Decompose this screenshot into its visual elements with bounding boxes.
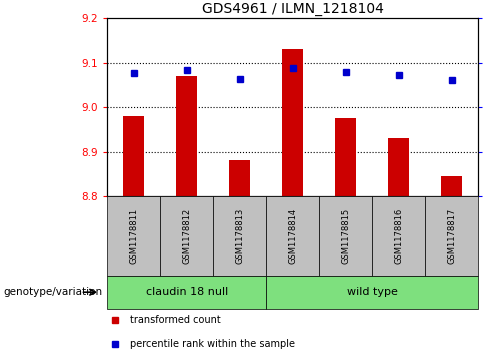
Bar: [335, 118, 356, 196]
Bar: [319, 196, 372, 276]
Text: genotype/variation: genotype/variation: [3, 287, 102, 297]
Text: claudin 18 null: claudin 18 null: [146, 287, 228, 297]
Text: transformed count: transformed count: [130, 315, 221, 325]
Bar: [282, 49, 304, 196]
Bar: [266, 276, 478, 309]
Bar: [388, 138, 409, 196]
Text: GSM1178814: GSM1178814: [288, 208, 297, 264]
Text: GSM1178813: GSM1178813: [235, 208, 244, 264]
Bar: [229, 160, 250, 196]
Text: GSM1178817: GSM1178817: [447, 208, 456, 264]
Bar: [123, 116, 144, 196]
Text: GSM1178816: GSM1178816: [394, 208, 403, 264]
Bar: [176, 76, 198, 196]
Bar: [107, 276, 266, 309]
Bar: [213, 196, 266, 276]
Text: percentile rank within the sample: percentile rank within the sample: [130, 339, 295, 349]
Text: GSM1178811: GSM1178811: [129, 208, 139, 264]
Bar: [266, 196, 319, 276]
Bar: [107, 196, 161, 276]
Bar: [425, 196, 478, 276]
Title: GDS4961 / ILMN_1218104: GDS4961 / ILMN_1218104: [202, 2, 384, 16]
Bar: [161, 196, 213, 276]
Bar: [372, 196, 425, 276]
Text: GSM1178815: GSM1178815: [341, 208, 350, 264]
Text: wild type: wild type: [347, 287, 398, 297]
Bar: [441, 176, 462, 196]
Text: GSM1178812: GSM1178812: [183, 208, 191, 264]
